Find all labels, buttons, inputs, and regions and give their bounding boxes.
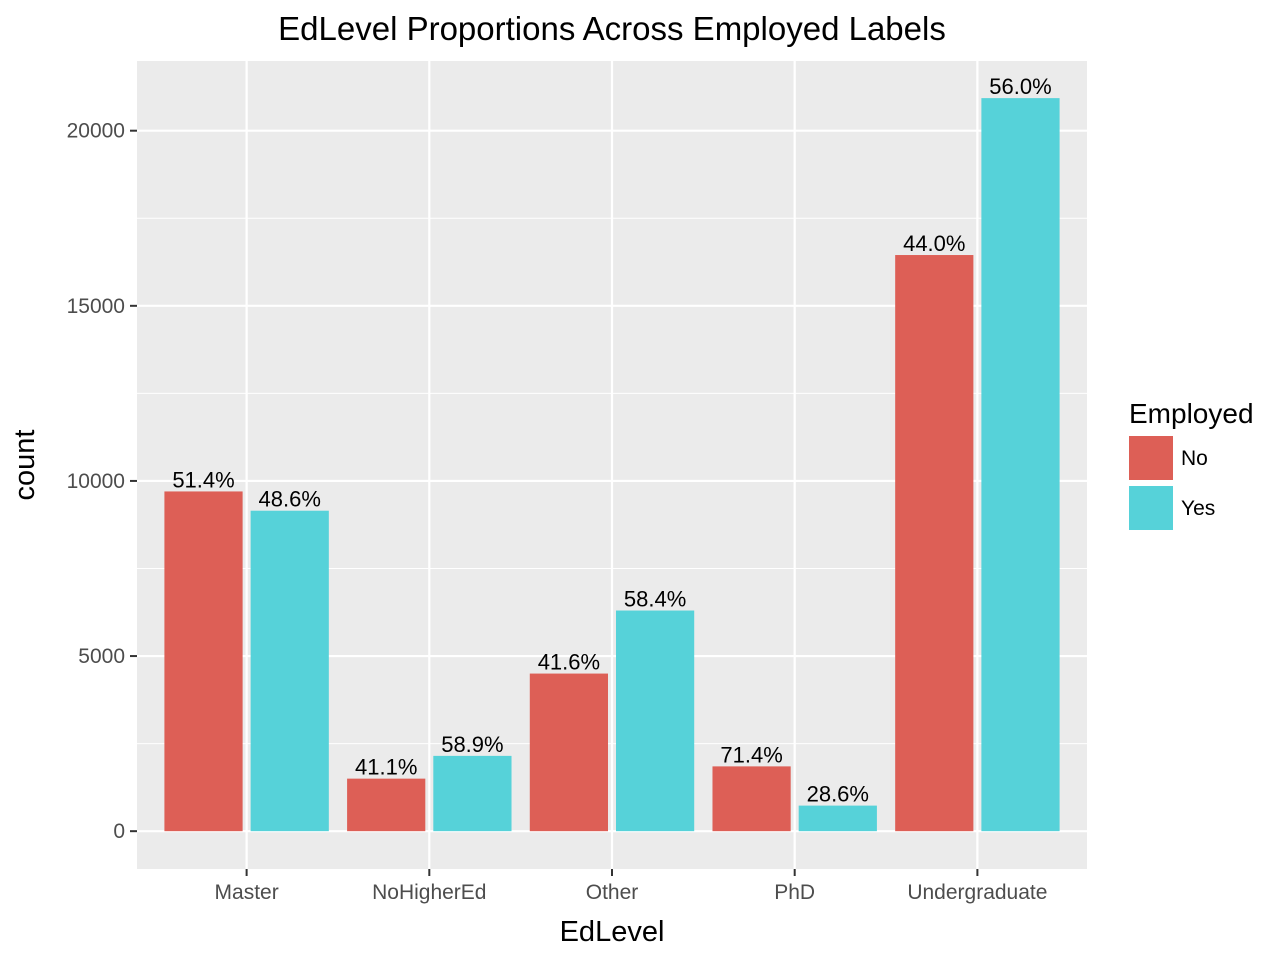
bar bbox=[616, 610, 695, 832]
bar bbox=[164, 491, 243, 832]
x-axis-title: EdLevel bbox=[560, 916, 665, 948]
legend-key bbox=[1129, 436, 1173, 480]
bar-data-label: 58.9% bbox=[441, 732, 503, 757]
legend-items: No Yes bbox=[1129, 436, 1215, 530]
y-tick-label: 5000 bbox=[78, 645, 125, 668]
bar-data-label: 51.4% bbox=[172, 467, 234, 492]
x-tick-label: PhD bbox=[774, 881, 815, 904]
bar bbox=[529, 673, 608, 832]
bar-data-label: 28.6% bbox=[807, 782, 869, 807]
x-tick-label: NoHigherEd bbox=[372, 881, 486, 904]
bars bbox=[164, 98, 1060, 832]
bar bbox=[798, 805, 877, 832]
legend-key bbox=[1129, 486, 1173, 530]
bar-data-label: 48.6% bbox=[259, 487, 321, 512]
bar bbox=[712, 766, 791, 832]
bar-data-label: 44.0% bbox=[903, 231, 965, 256]
y-axis-title: count bbox=[9, 430, 41, 501]
legend-label: No bbox=[1181, 447, 1208, 470]
y-tick-label: 10000 bbox=[67, 470, 125, 493]
bar-data-label: 41.1% bbox=[355, 755, 417, 780]
bar bbox=[250, 510, 329, 832]
y-tick-label: 15000 bbox=[67, 295, 125, 318]
bar bbox=[981, 98, 1060, 832]
data-labels: 51.4% 41.1% 41.6% 71.4% 44.0% 48.6% 58.9% 58.4%… bbox=[172, 74, 1051, 806]
axes: 0 5000 10000 15000 20000 Master NoHigherEd Othe… bbox=[67, 120, 1048, 904]
bar-data-label: 56.0% bbox=[989, 74, 1051, 99]
x-tick-label: Master bbox=[215, 881, 279, 904]
bar bbox=[433, 755, 512, 832]
x-tick-label: Undergraduate bbox=[907, 881, 1047, 904]
legend-label: Yes bbox=[1181, 497, 1215, 520]
legend: Employed No Yes bbox=[1129, 398, 1254, 530]
x-tick-label: Other bbox=[586, 881, 639, 904]
bar-data-label: 71.4% bbox=[720, 742, 782, 767]
bar bbox=[347, 778, 426, 832]
bar bbox=[895, 255, 974, 832]
chart-title: EdLevel Proportions Across Employed Labe… bbox=[278, 10, 946, 47]
bar-data-label: 41.6% bbox=[538, 650, 600, 675]
legend-title: Employed bbox=[1129, 398, 1254, 429]
bar-data-label: 58.4% bbox=[624, 587, 686, 612]
y-tick-label: 0 bbox=[113, 820, 125, 843]
y-tick-label: 20000 bbox=[67, 120, 125, 143]
